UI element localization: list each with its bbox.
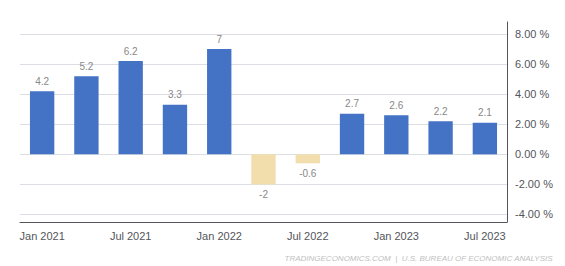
svg-text:Jul 2022: Jul 2022 [287,230,329,242]
svg-text:5.2: 5.2 [79,61,93,72]
svg-text:2.00 %: 2.00 % [515,118,549,130]
svg-text:4.2: 4.2 [35,76,49,87]
svg-text:0.00 %: 0.00 % [515,148,549,160]
svg-text:4.00 %: 4.00 % [515,88,549,100]
svg-text:TRADINGECONOMICS.COM | U.S.: TRADINGECONOMICS.COM | U.S. BUREAU OF EC… [285,254,554,263]
svg-text:Jan 2021: Jan 2021 [20,230,65,242]
svg-text:-0.6: -0.6 [299,168,317,179]
svg-text:Jan 2022: Jan 2022 [197,230,242,242]
svg-text:-2.00 %: -2.00 % [515,178,553,190]
svg-text:7: 7 [216,34,222,45]
svg-text:6.2: 6.2 [124,46,138,57]
svg-text:2.2: 2.2 [434,106,448,117]
svg-text:2.6: 2.6 [389,100,403,111]
svg-text:6.00 %: 6.00 % [515,58,549,70]
svg-text:8.00 %: 8.00 % [515,28,549,40]
svg-text:3.3: 3.3 [168,89,182,100]
svg-text:-4.00 %: -4.00 % [515,208,553,220]
svg-text:Jul 2021: Jul 2021 [110,230,152,242]
svg-text:2.7: 2.7 [345,98,359,109]
svg-text:2.1: 2.1 [478,107,492,118]
svg-text:Jul 2023: Jul 2023 [464,230,506,242]
svg-text:-2: -2 [259,189,268,200]
svg-text:Jan 2023: Jan 2023 [374,230,419,242]
